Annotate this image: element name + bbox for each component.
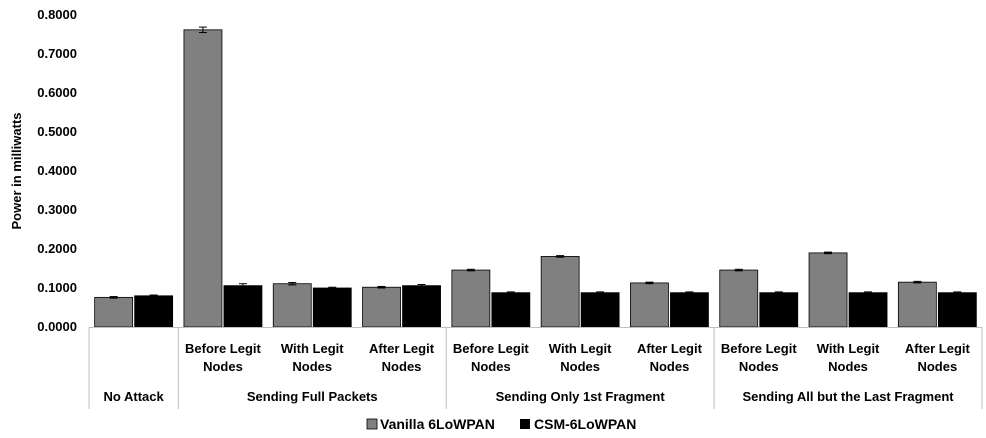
error-bar <box>417 283 426 288</box>
category-label: Before Legit Nodes <box>453 341 530 374</box>
y-tick-label: 0.0000 <box>37 319 77 334</box>
category-labels: No Attack Before Legit Nodes With Legit Node… <box>104 341 971 404</box>
group-label: Sending Only 1st Fragment <box>496 389 666 404</box>
bar-csm <box>402 285 441 328</box>
legend-swatch-vanilla <box>366 418 378 430</box>
y-tick-label: 0.1000 <box>37 280 77 295</box>
error-bar <box>913 280 922 284</box>
error-bar <box>149 294 158 298</box>
category-label: With Legit Nodes <box>817 341 880 374</box>
y-tick-label: 0.5000 <box>37 124 77 139</box>
category-label: After Legit Nodes <box>905 341 971 374</box>
bar-vanilla <box>540 256 580 328</box>
error-bar <box>198 26 207 34</box>
bar-csm <box>937 292 977 328</box>
error-bar <box>466 268 475 272</box>
bar-csm <box>580 292 620 328</box>
category-label: After Legit Nodes <box>637 341 703 374</box>
error-bar <box>596 291 605 294</box>
bar-vanilla <box>94 296 134 328</box>
error-bar <box>556 255 565 258</box>
group-label: Sending Full Packets <box>247 389 378 404</box>
y-axis-ticks: 0.0000 0.1000 0.2000 0.3000 0.4000 0.5000 0.60… <box>37 7 77 334</box>
error-bar <box>238 283 247 289</box>
error-bar <box>774 291 783 294</box>
category-label: Before Legit Nodes <box>721 341 798 374</box>
bar-csm <box>223 285 263 328</box>
bar-csm <box>312 287 352 328</box>
legend-swatch-csm <box>520 419 530 429</box>
bar-vanilla <box>719 269 759 328</box>
bar-csm <box>670 292 709 328</box>
error-bar <box>864 291 873 294</box>
bar-vanilla <box>451 269 491 328</box>
y-tick-label: 0.6000 <box>37 85 77 100</box>
bar-vanilla <box>362 286 401 328</box>
category-label: After Legit Nodes <box>369 341 435 374</box>
y-tick-label: 0.8000 <box>37 7 77 22</box>
bar-vanilla <box>183 29 223 328</box>
error-bar <box>377 285 386 289</box>
bar-csm <box>491 292 531 328</box>
legend: Vanilla 6LoWPAN CSM-6LoWPAN <box>366 416 636 432</box>
bars <box>94 26 977 328</box>
error-bar <box>328 286 337 290</box>
group-label: No Attack <box>104 389 165 404</box>
legend-label-vanilla: Vanilla 6LoWPAN <box>380 416 495 432</box>
error-bar <box>734 268 743 272</box>
category-label: Before Legit Nodes <box>185 341 262 374</box>
bar-csm <box>134 295 174 328</box>
error-bar <box>685 291 694 294</box>
y-tick-label: 0.4000 <box>37 163 77 178</box>
axes <box>88 327 983 409</box>
group-label: Sending All but the Last Fragment <box>742 389 954 404</box>
y-tick-label: 0.7000 <box>37 46 77 61</box>
bar-csm <box>759 292 799 328</box>
error-bar <box>506 291 515 294</box>
legend-label-csm: CSM-6LoWPAN <box>534 416 636 432</box>
error-bar <box>288 282 297 286</box>
error-bar <box>824 251 833 255</box>
y-tick-label: 0.3000 <box>37 202 77 217</box>
bar-vanilla <box>808 252 848 328</box>
category-label: With Legit Nodes <box>281 341 344 374</box>
y-tick-label: 0.2000 <box>37 241 77 256</box>
bar-vanilla <box>272 283 312 328</box>
bar-vanilla <box>897 281 937 328</box>
bar-csm <box>848 292 888 328</box>
error-bar <box>109 296 118 299</box>
category-label: With Legit Nodes <box>549 341 612 374</box>
error-bar <box>953 291 962 294</box>
bar-vanilla <box>630 282 669 328</box>
error-bar <box>645 281 654 285</box>
y-axis-label: Power in milliwatts <box>9 112 24 229</box>
